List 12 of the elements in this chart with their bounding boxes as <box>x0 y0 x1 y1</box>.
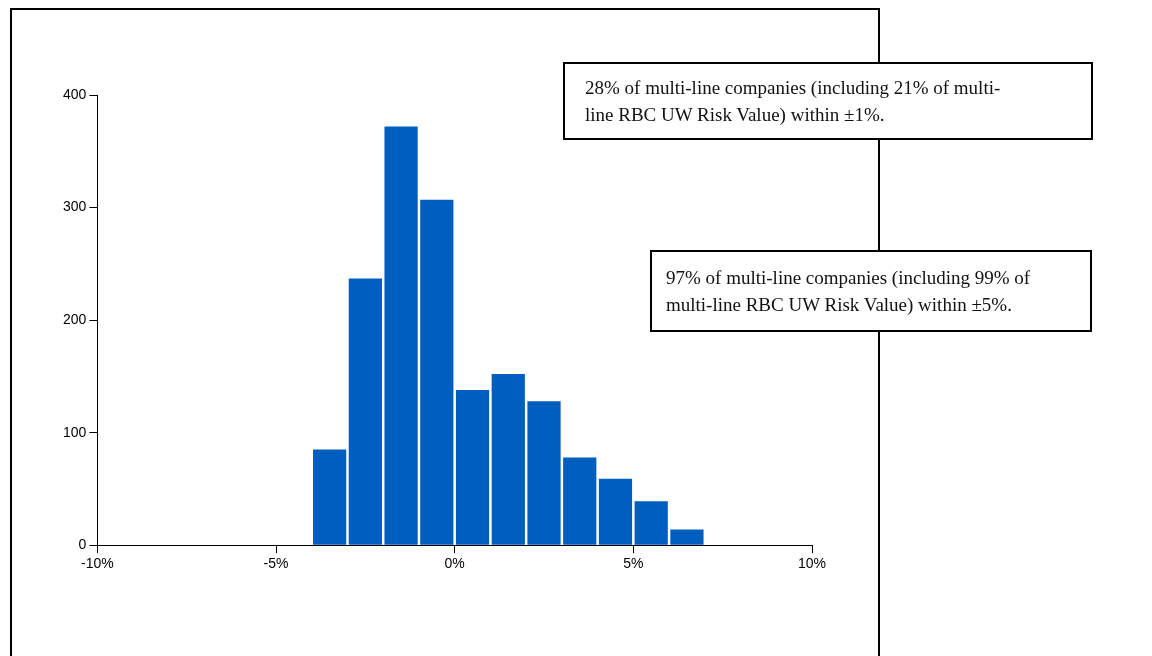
x-tick-label: 5% <box>623 555 644 572</box>
x-tick-label: -5% <box>263 555 289 572</box>
x-tick-label: 0% <box>444 555 465 572</box>
y-tick-label: 0 <box>78 536 87 553</box>
y-tick-label: 100 <box>63 423 87 440</box>
note-box: 97% of multi-line companies (including 99% of multi-line RBC UW Risk Value) within ±5%. <box>650 250 1092 332</box>
x-tick-label: 10% <box>797 555 827 572</box>
note-box: 28% of multi-line companies (including 21% of multi-line RBC UW Risk Value) within ±1%. <box>563 62 1093 140</box>
y-tick-label: 300 <box>63 198 87 215</box>
y-tick-label: 200 <box>63 310 87 327</box>
y-tick-label: 400 <box>63 85 87 102</box>
x-tick-label: -10% <box>81 555 114 572</box>
